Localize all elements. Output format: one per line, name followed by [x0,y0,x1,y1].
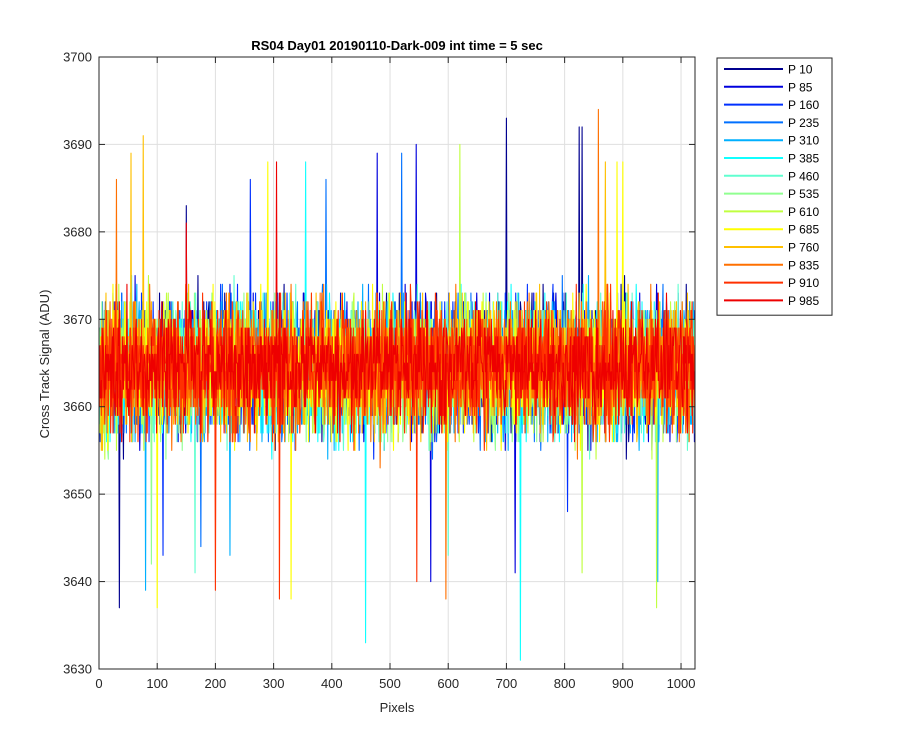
legend-label: P 910 [788,276,819,290]
y-tick-label: 3630 [63,662,92,677]
x-tick-label: 0 [95,676,102,691]
y-axis-label: Cross Track Signal (ADU) [37,290,52,439]
legend-label: P 535 [788,187,819,201]
x-tick-label: 900 [612,676,634,691]
legend-label: P 310 [788,134,819,148]
y-tick-label: 3690 [63,137,92,152]
x-axis-label: Pixels [380,700,415,715]
x-tick-label: 300 [263,676,285,691]
chart-title: RS04 Day01 20190110-Dark-009 int time = … [251,38,543,53]
x-tick-label: 700 [496,676,518,691]
x-tick-label: 200 [205,676,227,691]
legend-label: P 235 [788,116,819,130]
x-tick-label: 1000 [667,676,696,691]
x-tick-label: 400 [321,676,343,691]
y-tick-label: 3660 [63,399,92,414]
legend-label: P 385 [788,152,819,166]
legend: P 10 P 85 P 160 P 235 P 310 P 385 P 460 P 535 P … [716,57,833,316]
legend-label: P 460 [788,169,819,183]
legend-box [716,57,833,316]
plot-lines [99,108,695,661]
x-tick-label: 600 [437,676,459,691]
y-tick-label: 3700 [63,50,92,65]
y-tick-label: 3640 [63,574,92,589]
legend-label: P 835 [788,258,819,272]
legend-label: P 85 [788,80,813,94]
series-line-p-985 [99,161,695,443]
legend-label: P 685 [788,223,819,237]
legend-label: P 160 [788,98,819,112]
x-axis-ticks: 0 100 200 300 400 500 600 700 800 900 1000 [95,57,695,691]
legend-label: P 610 [788,205,819,219]
legend-label: P 10 [788,63,813,77]
y-tick-label: 3670 [63,312,92,327]
x-tick-label: 800 [554,676,576,691]
plot-area-frame [98,56,696,670]
x-tick-label: 500 [379,676,401,691]
x-tick-label: 100 [146,676,168,691]
y-axis-ticks: 3630 3640 3650 3660 3670 3680 3690 3700 [63,50,695,677]
y-tick-label: 3680 [63,224,92,239]
y-tick-label: 3650 [63,487,92,502]
legend-label: P 760 [788,241,819,255]
legend-label: P 985 [788,294,819,308]
